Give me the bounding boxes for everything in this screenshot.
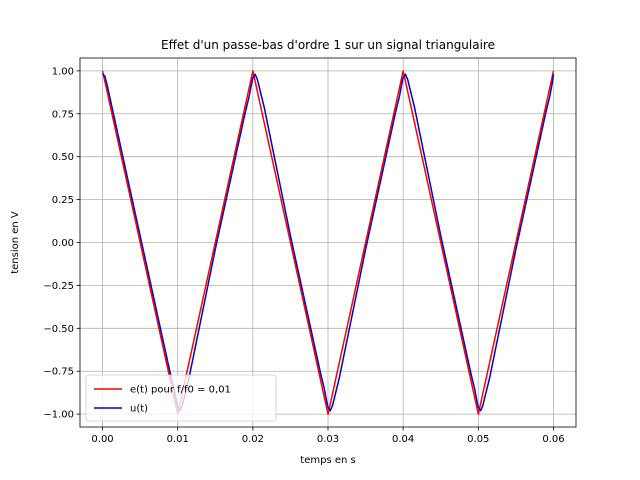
x-tick-label: 0.04	[392, 434, 414, 445]
y-tick-label: 0.75	[52, 109, 74, 120]
legend-box	[85, 374, 277, 422]
x-tick-label: 0.03	[317, 434, 339, 445]
legend: e(t) pour f/f0 = 0,01 u(t)	[85, 374, 277, 422]
y-tick-label: −0.50	[43, 324, 74, 335]
x-tick-label: 0.06	[542, 434, 564, 445]
y-tick-label: −1.00	[43, 410, 74, 421]
x-axis-label: temps en s	[300, 455, 355, 466]
x-tick-label: 0.01	[167, 434, 189, 445]
x-tick-label: 0.00	[91, 434, 113, 445]
y-tick-label: −0.25	[43, 281, 74, 292]
x-tick-label: 0.05	[467, 434, 489, 445]
legend-label-1: e(t) pour f/f0 = 0,01	[130, 385, 231, 396]
y-tick-label: 0.25	[52, 195, 74, 206]
y-tick-label: 0.50	[52, 152, 74, 163]
legend-label-2: u(t)	[130, 404, 148, 415]
y-tick-label: −0.75	[43, 367, 74, 378]
x-tick-label: 0.02	[242, 434, 264, 445]
y-tick-label: 0.00	[52, 238, 74, 249]
chart-title: Effet d'un passe-bas d'ordre 1 sur un si…	[161, 38, 495, 52]
tick-layer: 0.00 0.01 0.02 0.03 0.04 0.05 0.06 −1.00 −0.75 −0…	[43, 66, 564, 445]
y-axis-label: tension en V	[10, 211, 21, 274]
y-tick-label: 1.00	[52, 66, 74, 77]
